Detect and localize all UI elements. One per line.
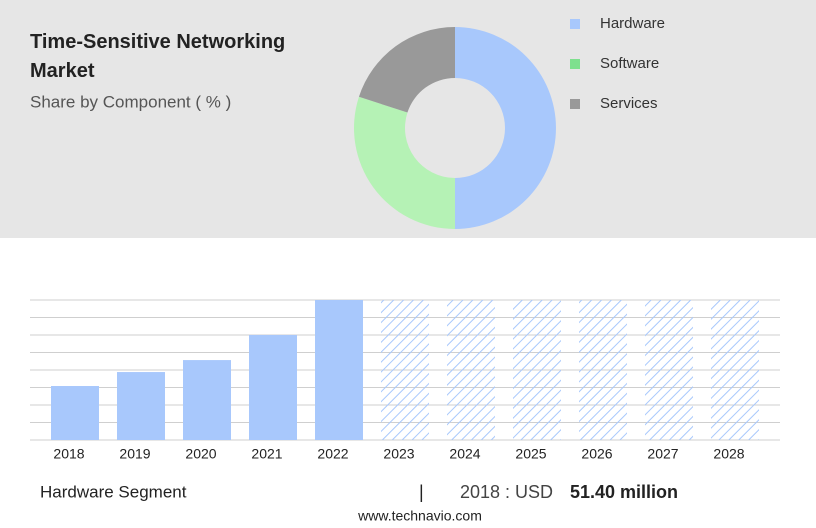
forecast-bar [447, 300, 495, 440]
bar [249, 334, 297, 440]
x-tick-label: 2025 [515, 446, 546, 462]
legend-label: Services [600, 95, 658, 112]
footer-segment: Hardware Segment [40, 482, 187, 501]
legend-swatch [570, 59, 580, 69]
bar [51, 386, 99, 440]
x-tick-label: 2026 [581, 446, 612, 462]
bar [183, 360, 231, 440]
forecast-bar [381, 300, 429, 440]
chart-subtitle: Share by Component ( % ) [30, 92, 231, 111]
x-tick-label: 2027 [647, 446, 678, 462]
forecast-bar [579, 300, 627, 440]
forecast-bar [645, 300, 693, 440]
source: www.technavio.com [357, 508, 482, 524]
chart-title: Time-Sensitive Networking Market [30, 31, 286, 82]
footer-separator: | [419, 482, 424, 502]
x-tick-label: 2024 [449, 446, 480, 462]
x-tick-label: 2022 [317, 446, 348, 462]
x-tick-label: 2020 [185, 446, 216, 462]
legend-swatch [570, 19, 580, 29]
forecast-bar [513, 300, 561, 440]
x-tick-label: 2019 [119, 446, 150, 462]
x-tick-label: 2028 [713, 446, 744, 462]
legend-label: Software [600, 55, 659, 72]
legend-swatch [570, 99, 580, 109]
donut-slice [353, 96, 455, 230]
footer-highlight: 51.40 million [570, 482, 678, 502]
donut-slice [358, 27, 455, 113]
x-tick-label: 2018 [53, 446, 84, 462]
bar [117, 372, 165, 440]
bar [315, 300, 363, 440]
x-tick-label: 2021 [251, 446, 282, 462]
forecast-bar [711, 300, 759, 440]
footer-period: 2018 : USD [460, 482, 553, 502]
legend-label: Hardware [600, 15, 665, 32]
x-tick-label: 2023 [383, 446, 414, 462]
donut-slice [455, 27, 556, 229]
